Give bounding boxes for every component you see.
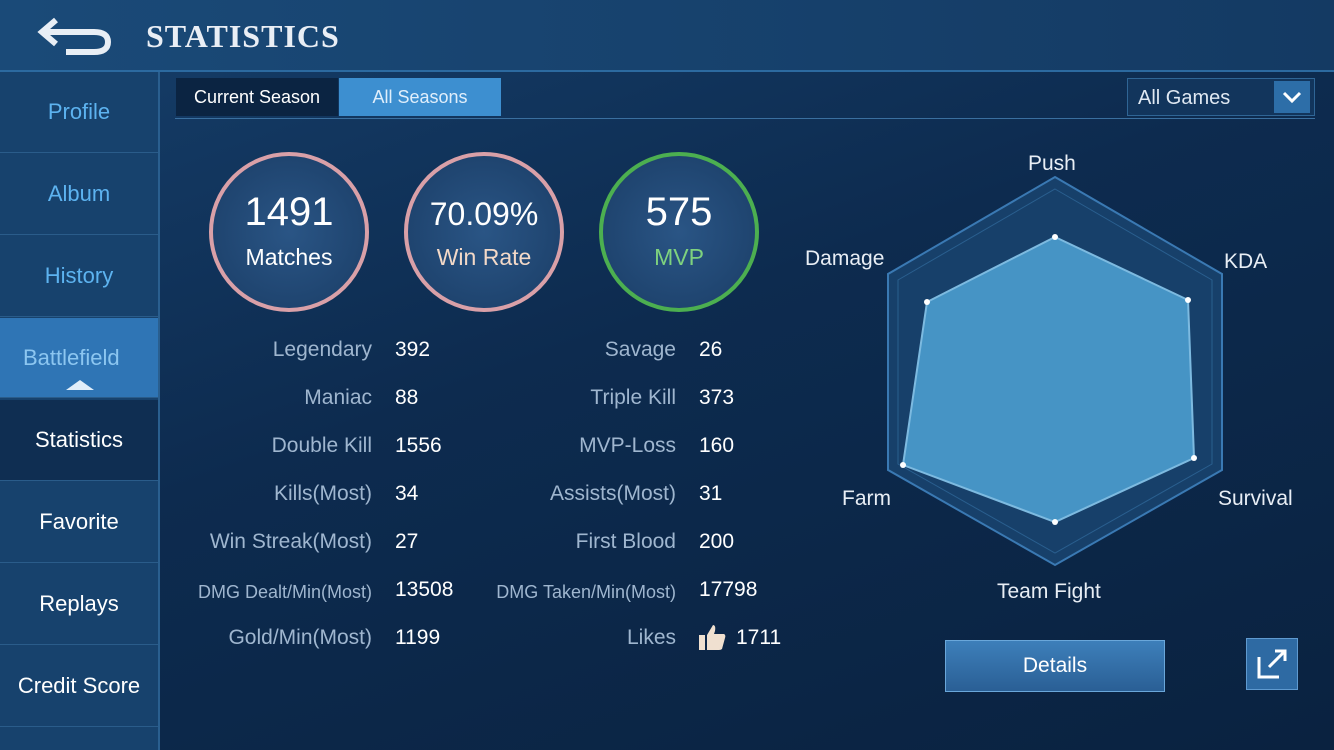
stat-label: Maniac [304,386,372,409]
stat-label: Likes [626,626,676,649]
filter-dropdown[interactable]: All Games [1127,78,1315,116]
summary-value: 1491 [244,190,334,234]
filter-label: All Games [1138,87,1231,109]
title: STATISTICS [146,18,340,54]
summary-circle: 70.09% Win Rate [404,152,564,312]
stat-label: Win Streak(Most) [209,530,372,553]
summary-value: 575 [645,190,713,234]
summary-label: MVP [654,244,704,270]
tab-active[interactable]: All Seasons [339,78,501,116]
sidebar-item[interactable]: Favorite [0,482,158,563]
stat-label: DMG Dealt/Min(Most) [197,582,372,602]
stat-label: Kills(Most) [274,482,372,505]
sidebar-item[interactable]: Statistics [0,400,158,481]
stat-label: Triple Kill [590,386,676,409]
summary-label: Win Rate [436,244,532,270]
stat-value: 1711 [736,626,782,649]
sidebar: Profile Album History Battlefield Statistics… [0,72,160,750]
stat-value: 200 [699,530,735,553]
stat-value: 26 [699,338,723,361]
stat-label: Gold/Min(Most) [228,626,372,649]
stat-label: Assists(Most) [550,482,676,505]
summary-circle: 1491 Matches [209,152,369,312]
sidebar-item[interactable]: Replays [0,564,158,645]
dropdown-arrow [1274,81,1310,113]
stat-label: MVP-Loss [579,434,676,457]
stat-value: 1199 [395,626,441,649]
stat-value: 31 [699,482,723,505]
stat-label: DMG Taken/Min(Most) [496,582,676,602]
stat-value: 34 [395,482,419,505]
radar-label: Push [1028,152,1076,175]
radar-label: Survival [1218,487,1293,510]
details-button[interactable]: Details [945,640,1165,692]
radar-label: Farm [842,487,891,510]
stat-value: 1556 [395,434,442,457]
header: STATISTICS [0,0,1334,72]
summary-label: Matches [245,244,333,270]
back-button[interactable] [36,12,116,56]
sidebar-item[interactable]: Battlefield [0,318,158,398]
stat-value: 160 [699,434,735,457]
sidebar-item[interactable]: Profile [0,72,158,153]
sidebar-item[interactable]: Album [0,154,158,235]
sidebar-item[interactable]: History [0,236,158,317]
stat-value: 392 [395,338,431,361]
stat-label: Double Kill [271,434,372,457]
share-button[interactable] [1246,638,1298,690]
stat-value: 13508 [395,578,454,601]
stat-label: First Blood [575,530,676,553]
summary-circle: 575 MVP [599,152,759,312]
summary-value: 70.09% [429,196,539,232]
stat-label: Savage [604,338,676,361]
stat-value: 27 [395,530,419,553]
sidebar-item[interactable]: Credit Score [0,646,158,727]
tab-bar [175,78,1315,119]
radar-chart [887,175,1223,567]
stat-label: Legendary [272,338,372,361]
radar-label: Damage [805,247,885,270]
stat-value: 88 [395,386,419,409]
tab[interactable]: Current Season [176,78,338,116]
like-icon [699,625,726,650]
stat-value: 373 [699,386,735,409]
stat-value: 17798 [699,578,758,601]
radar-label: Team Fight [997,580,1101,603]
radar-label: KDA [1224,250,1268,273]
